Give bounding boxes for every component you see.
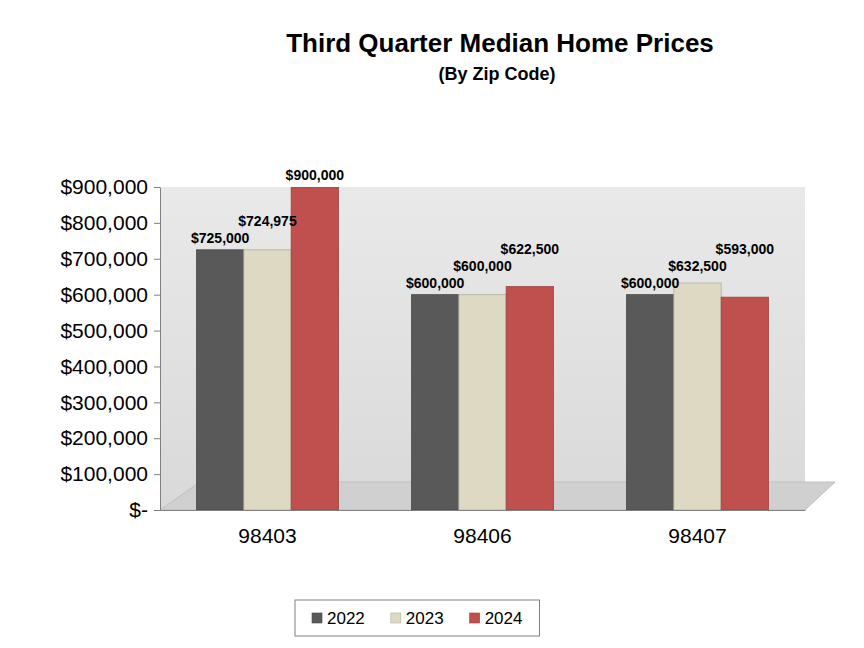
y-tick-label: $- (129, 498, 148, 521)
x-tick-label: 98403 (238, 524, 296, 547)
y-tick-mark (154, 187, 160, 188)
chart: Third Quarter Median Home Prices (By Zip … (0, 0, 864, 648)
bar (244, 250, 291, 510)
data-labels: $725,000$724,975$900,000$600,000$600,000… (191, 167, 774, 291)
y-tick-label: $300,000 (60, 391, 148, 414)
data-label: $600,000 (453, 258, 512, 274)
subtitle: (By Zip Code) (439, 64, 556, 84)
y-tick-label: $200,000 (60, 426, 148, 449)
y-tick: $- (129, 498, 160, 521)
y-tick-mark (154, 402, 160, 403)
data-label: $724,975 (238, 213, 297, 229)
legend-item: 2023 (391, 609, 444, 628)
y-tick-mark (154, 223, 160, 224)
x-tick-label: 98407 (668, 524, 726, 547)
x-tick: 98407 (668, 510, 726, 547)
data-label: $600,000 (406, 275, 465, 291)
data-label: $593,000 (716, 241, 775, 257)
y-tick-label: $800,000 (60, 211, 148, 234)
title: Third Quarter Median Home Prices (286, 28, 714, 58)
legend-label: 2022 (327, 609, 365, 628)
x-axis: 98403 98406 98407 (161, 510, 806, 547)
y-tick: $900,000 (60, 175, 160, 198)
y-tick: $800,000 (60, 211, 160, 234)
bar (721, 297, 768, 510)
bar (291, 187, 338, 510)
legend-label: 2023 (406, 609, 444, 628)
y-tick-label: $500,000 (60, 319, 148, 342)
y-tick-label: $100,000 (60, 462, 148, 485)
legend-label: 2024 (485, 609, 523, 628)
y-tick-mark (154, 510, 160, 511)
y-tick-mark (154, 331, 160, 332)
x-tick: 98403 (238, 510, 296, 547)
data-label: $725,000 (191, 230, 250, 246)
y-tick-mark (154, 366, 160, 367)
y-tick-label: $700,000 (60, 247, 148, 270)
y-tick-mark (154, 259, 160, 260)
y-tick-label: $400,000 (60, 355, 148, 378)
y-axis-line (160, 188, 161, 511)
y-tick-mark (154, 438, 160, 439)
legend-item: 2022 (312, 609, 365, 628)
legend-swatch (391, 613, 401, 623)
y-axis: $- $100,000 $200,000 $300,000 $400,000 $500,0… (60, 175, 160, 521)
bar (627, 295, 674, 510)
legend: 2022 2023 2024 (295, 600, 539, 636)
x-tick-label: 98406 (453, 524, 511, 547)
bar (412, 295, 459, 510)
bar (674, 283, 721, 510)
y-tick-label: $900,000 (60, 175, 148, 198)
y-tick: $700,000 (60, 247, 160, 270)
legend-swatch (470, 613, 480, 623)
y-tick-mark (154, 295, 160, 296)
data-label: $622,500 (501, 241, 560, 257)
y-tick: $200,000 (60, 426, 160, 449)
bar (197, 250, 244, 510)
legend-box (295, 600, 539, 636)
y-tick-mark (154, 474, 160, 475)
bar (506, 287, 553, 510)
x-axis-line (161, 510, 806, 511)
data-label: $632,500 (668, 258, 727, 274)
x-tick: 98406 (453, 510, 511, 547)
data-label: $600,000 (621, 275, 680, 291)
y-tick-label: $600,000 (60, 283, 148, 306)
plot-wall (160, 187, 805, 510)
bar (459, 295, 506, 510)
y-tick: $300,000 (60, 391, 160, 414)
y-tick: $500,000 (60, 319, 160, 342)
legend-item: 2024 (470, 609, 523, 628)
legend-swatch (312, 613, 322, 623)
data-label: $900,000 (286, 167, 345, 183)
y-tick: $600,000 (60, 283, 160, 306)
bars (197, 187, 769, 510)
y-tick: $100,000 (60, 462, 160, 485)
y-tick: $400,000 (60, 355, 160, 378)
